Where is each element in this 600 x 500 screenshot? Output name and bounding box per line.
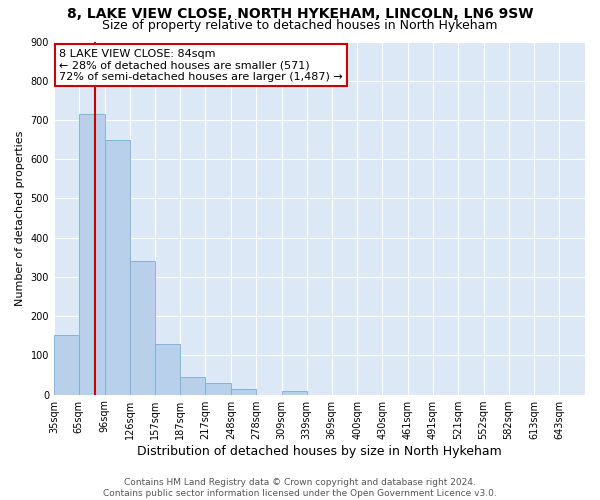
Bar bbox=[205, 383, 231, 394]
Y-axis label: Number of detached properties: Number of detached properties bbox=[15, 130, 25, 306]
Bar bbox=[130, 261, 155, 394]
Text: 8, LAKE VIEW CLOSE, NORTH HYKEHAM, LINCOLN, LN6 9SW: 8, LAKE VIEW CLOSE, NORTH HYKEHAM, LINCO… bbox=[67, 8, 533, 22]
Bar bbox=[231, 388, 256, 394]
Text: 8 LAKE VIEW CLOSE: 84sqm
← 28% of detached houses are smaller (571)
72% of semi-: 8 LAKE VIEW CLOSE: 84sqm ← 28% of detach… bbox=[59, 48, 343, 82]
Bar bbox=[54, 335, 79, 394]
Bar bbox=[180, 377, 205, 394]
X-axis label: Distribution of detached houses by size in North Hykeham: Distribution of detached houses by size … bbox=[137, 444, 502, 458]
Text: Contains HM Land Registry data © Crown copyright and database right 2024.
Contai: Contains HM Land Registry data © Crown c… bbox=[103, 478, 497, 498]
Bar bbox=[155, 344, 180, 394]
Bar bbox=[79, 114, 104, 394]
Bar bbox=[104, 140, 130, 394]
Text: Size of property relative to detached houses in North Hykeham: Size of property relative to detached ho… bbox=[102, 19, 498, 32]
Bar bbox=[281, 390, 307, 394]
